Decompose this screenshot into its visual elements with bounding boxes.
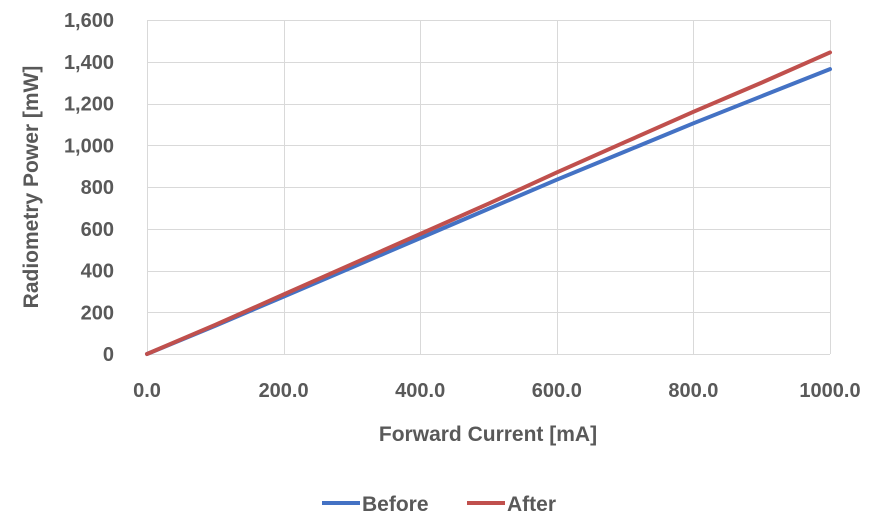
- series-line-after: [145, 50, 832, 356]
- y-tick-label: 1,600: [64, 10, 114, 32]
- y-axis-ticks: 0 200 400 600 800 1,000 1,200 1,400 1,600: [64, 10, 114, 366]
- y-tick-label: 400: [81, 261, 114, 283]
- y-tick-label: 1,000: [64, 135, 114, 157]
- y-tick-label: 800: [81, 177, 114, 199]
- legend-label-after: After: [507, 493, 556, 516]
- x-tick-label: 600.0: [532, 380, 582, 402]
- series-lines: [145, 50, 832, 356]
- gridlines: [147, 20, 831, 355]
- x-tick-label: 800.0: [668, 380, 718, 402]
- y-tick-label: 1,400: [64, 52, 114, 74]
- y-tick-label: 200: [81, 302, 114, 324]
- legend-label-before: Before: [362, 493, 429, 516]
- x-axis-ticks: 0.0 200.0 400.0 600.0 800.0 1000.0: [133, 380, 860, 402]
- x-tick-label: 1000.0: [799, 380, 860, 402]
- x-tick-label: 200.0: [259, 380, 309, 402]
- y-axis-title: Radiometry Power [mW]: [20, 66, 43, 309]
- legend: Before After: [322, 493, 556, 516]
- x-tick-label: 400.0: [395, 380, 445, 402]
- x-axis-title: Forward Current [mA]: [379, 423, 597, 446]
- x-tick-label: 0.0: [133, 380, 161, 402]
- y-tick-label: 1,200: [64, 94, 114, 116]
- y-tick-label: 600: [81, 219, 114, 241]
- y-tick-label: 0: [103, 344, 114, 366]
